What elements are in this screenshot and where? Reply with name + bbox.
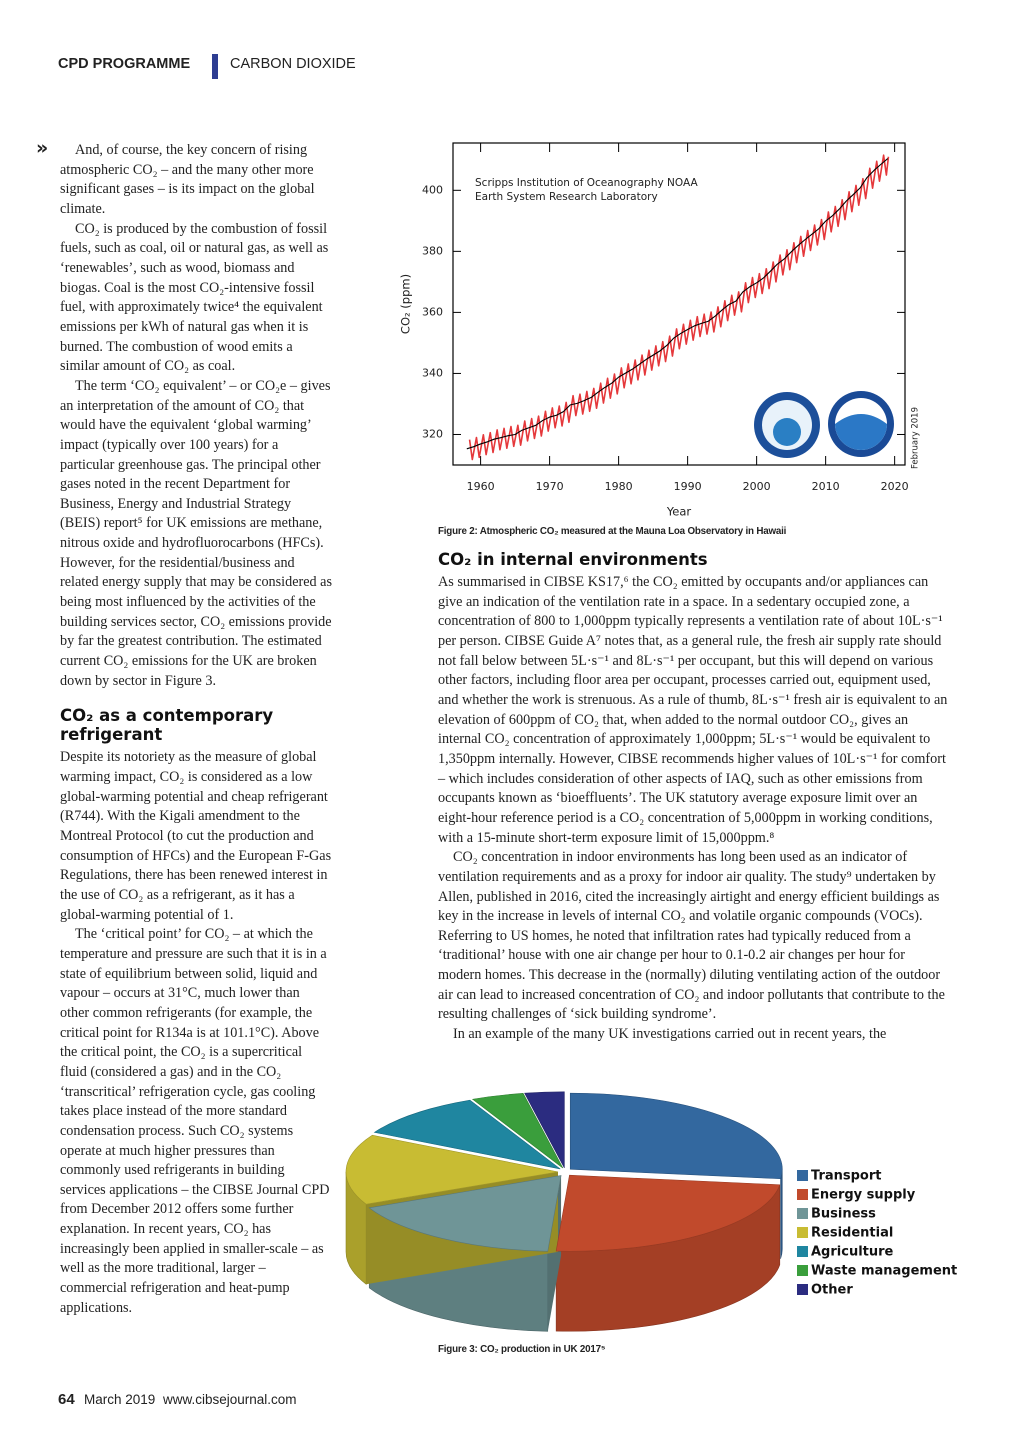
noaa-logo-bird (835, 414, 887, 450)
pie-slice (368, 1175, 562, 1252)
paragraph: As summarised in CIBSE KS17,⁶ the CO₂ em… (438, 574, 948, 846)
paragraph: In an example of the many UK investigati… (453, 1026, 887, 1043)
paragraph: CO₂ is produced by the combustion of fos… (60, 220, 329, 375)
legend-swatch (797, 1227, 808, 1238)
y-tick-label: 400 (422, 183, 443, 196)
data-line (466, 158, 889, 450)
legend-label: Energy supply (811, 1188, 916, 1203)
header-bar (212, 54, 218, 79)
pie-slice (555, 1174, 781, 1252)
x-tick-label: 1970 (536, 480, 564, 493)
annotation: Scripps Institution of Oceanography NOAA (475, 177, 698, 189)
paragraph: CO₂ concentration in indoor environments… (438, 849, 945, 1023)
right-column: CO₂ in internal environments As summarise… (438, 550, 950, 1045)
x-tick-label: 1960 (467, 480, 495, 493)
issue-date: March 2019 (84, 1392, 156, 1407)
logos (754, 391, 894, 458)
x-tick-label: 2000 (743, 480, 771, 493)
x-tick-label: 2010 (812, 480, 840, 493)
figure-caption: Figure 2: Atmospheric CO₂ measured at th… (438, 526, 787, 537)
paragraph: Despite its notoriety as the measure of … (60, 749, 332, 923)
legend-swatch (797, 1170, 808, 1181)
paragraph: The ‘critical point’ for CO₂ – at which … (60, 926, 330, 1316)
pie-slice (569, 1092, 783, 1180)
pie-slice-side (780, 1169, 783, 1259)
legend-label: Other (811, 1283, 853, 1298)
x-tick-label: 2020 (881, 480, 909, 493)
legend-label: Transport (811, 1169, 881, 1184)
legend-swatch (797, 1265, 808, 1276)
pie-slice (524, 1091, 565, 1168)
annotation: Earth System Research Laboratory (475, 191, 658, 203)
x-tick-label: 1980 (605, 480, 633, 493)
x-axis-label: Year (666, 505, 692, 519)
legend-label: Waste management (811, 1264, 957, 1279)
section-heading: CO₂ as a contemporary refrigerant (60, 706, 274, 745)
y-tick-label: 320 (422, 427, 443, 440)
y-tick-label: 380 (422, 244, 443, 257)
legend-label: Residential (811, 1226, 893, 1241)
paragraph: And, of course, the key concern of risin… (60, 142, 315, 217)
section-heading: CO₂ in internal environments (438, 550, 708, 569)
legend-swatch (797, 1284, 808, 1295)
paragraph: The term ‘CO₂ equivalent’ – or CO₂e – gi… (60, 377, 332, 689)
legend-swatch (797, 1246, 808, 1257)
legend-label: Agriculture (811, 1245, 894, 1260)
legend-swatch (797, 1208, 808, 1219)
legend-swatch (797, 1189, 808, 1200)
website: www.cibsejournal.com (163, 1392, 297, 1407)
legend-label: Business (811, 1207, 876, 1222)
figure-caption: Figure 3: CO₂ production in UK 2017⁵ (438, 1344, 606, 1355)
continued-marker: » (36, 137, 49, 159)
y-tick-label: 360 (422, 305, 443, 318)
pie-slice (373, 1099, 561, 1170)
pie-tops (345, 1091, 783, 1252)
x-tick-label: 1990 (674, 480, 702, 493)
y-tick-label: 340 (422, 366, 443, 379)
pie-slice (471, 1093, 564, 1169)
pie-slice (345, 1134, 559, 1205)
section-title: CPD PROGRAMME (58, 56, 191, 72)
plot-frame (452, 142, 906, 466)
page-number: 64 (58, 1391, 75, 1408)
scripps-logo-wave (773, 418, 801, 446)
left-column: And, of course, the key concern of risin… (60, 141, 332, 1318)
y-axis-label: CO₂ (ppm) (399, 274, 413, 334)
topic-title: CARBON DIOXIDE (230, 56, 356, 72)
annotation: February 2019 (911, 407, 921, 469)
